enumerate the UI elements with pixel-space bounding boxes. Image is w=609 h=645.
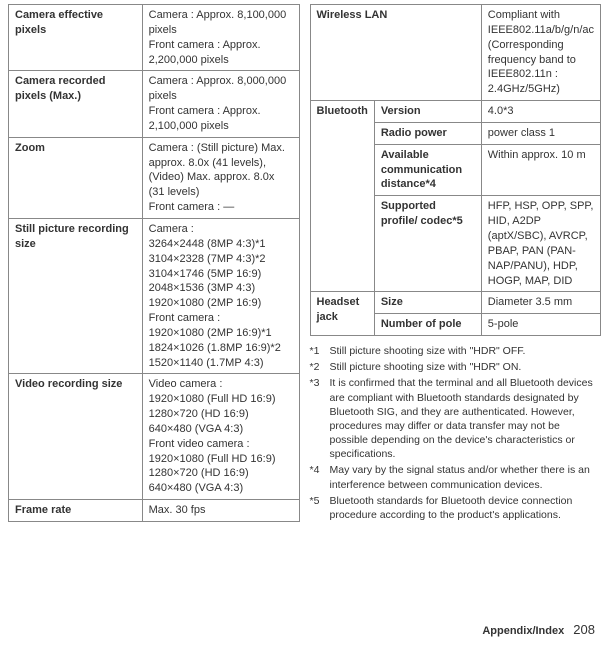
- table-row: Video recording size Video camera : 1920…: [9, 374, 300, 500]
- spec-label: Size: [374, 292, 481, 314]
- spec-label: Frame rate: [9, 500, 143, 522]
- spec-label: Wireless LAN: [310, 5, 481, 101]
- footnote-text: Still picture shooting size with "HDR" O…: [330, 344, 602, 358]
- group-label: Bluetooth: [310, 101, 374, 292]
- spec-value: Within approx. 10 m: [481, 144, 600, 196]
- spec-value: Camera : 3264×2448 (8MP 4:3)*1 3104×2328…: [142, 218, 299, 373]
- spec-label: Version: [374, 101, 481, 123]
- spec-label: Camera recorded pixels (Max.): [9, 71, 143, 137]
- section-label: Appendix/Index: [482, 625, 564, 637]
- spec-label: Radio power: [374, 122, 481, 144]
- table-row: Zoom Camera : (Still picture) Max. appro…: [9, 137, 300, 218]
- spec-label: Number of pole: [374, 314, 481, 336]
- table-row: Still picture recording size Camera : 32…: [9, 218, 300, 373]
- table-row: Bluetooth Version 4.0*3: [310, 101, 601, 123]
- spec-label: Supported profile/ codec*5: [374, 196, 481, 292]
- page-number: 208: [573, 622, 595, 637]
- footnote: *1Still picture shooting size with "HDR"…: [310, 344, 602, 358]
- spec-value: Camera : Approx. 8,000,000 pixels Front …: [142, 71, 299, 137]
- spec-value: Camera : (Still picture) Max. approx. 8.…: [142, 137, 299, 218]
- footnote: *5Bluetooth standards for Bluetooth devi…: [310, 494, 602, 522]
- spec-value: Diameter 3.5 mm: [481, 292, 600, 314]
- spec-value: Video camera : 1920×1080 (Full HD 16:9) …: [142, 374, 299, 500]
- spec-label: Zoom: [9, 137, 143, 218]
- spec-label: Video recording size: [9, 374, 143, 500]
- footnote-mark: *2: [310, 360, 330, 374]
- footnote-text: Bluetooth standards for Bluetooth device…: [330, 494, 602, 522]
- spec-label: Still picture recording size: [9, 218, 143, 373]
- spec-value: HFP, HSP, OPP, SPP, HID, A2DP (aptX/SBC)…: [481, 196, 600, 292]
- right-spec-table: Wireless LAN Compliant with IEEE802.11a/…: [310, 4, 602, 336]
- table-row: Camera recorded pixels (Max.) Camera : A…: [9, 71, 300, 137]
- spec-value: Max. 30 fps: [142, 500, 299, 522]
- group-label: Headset jack: [310, 292, 374, 336]
- page-footer: Appendix/Index 208: [482, 622, 595, 637]
- footnote-mark: *5: [310, 494, 330, 522]
- footnote-mark: *1: [310, 344, 330, 358]
- footnote-mark: *4: [310, 463, 330, 491]
- spec-value: Camera : Approx. 8,100,000 pixels Front …: [142, 5, 299, 71]
- footnote-mark: *3: [310, 376, 330, 461]
- left-spec-table: Camera effective pixels Camera : Approx.…: [8, 4, 300, 522]
- footnote: *3It is confirmed that the terminal and …: [310, 376, 602, 461]
- table-row: Wireless LAN Compliant with IEEE802.11a/…: [310, 5, 601, 101]
- table-row: Headset jack Size Diameter 3.5 mm: [310, 292, 601, 314]
- table-row: Frame rate Max. 30 fps: [9, 500, 300, 522]
- footnote-text: May vary by the signal status and/or whe…: [330, 463, 602, 491]
- spec-value: 4.0*3: [481, 101, 600, 123]
- spec-value: power class 1: [481, 122, 600, 144]
- footnote: *4May vary by the signal status and/or w…: [310, 463, 602, 491]
- footnote-text: Still picture shooting size with "HDR" O…: [330, 360, 602, 374]
- footnotes: *1Still picture shooting size with "HDR"…: [310, 344, 602, 522]
- footnote: *2Still picture shooting size with "HDR"…: [310, 360, 602, 374]
- spec-label: Camera effective pixels: [9, 5, 143, 71]
- spec-value: Compliant with IEEE802.11a/b/g/n/ac (Cor…: [481, 5, 600, 101]
- table-row: Camera effective pixels Camera : Approx.…: [9, 5, 300, 71]
- footnote-text: It is confirmed that the terminal and al…: [330, 376, 602, 461]
- spec-value: 5-pole: [481, 314, 600, 336]
- spec-label: Available communication distance*4: [374, 144, 481, 196]
